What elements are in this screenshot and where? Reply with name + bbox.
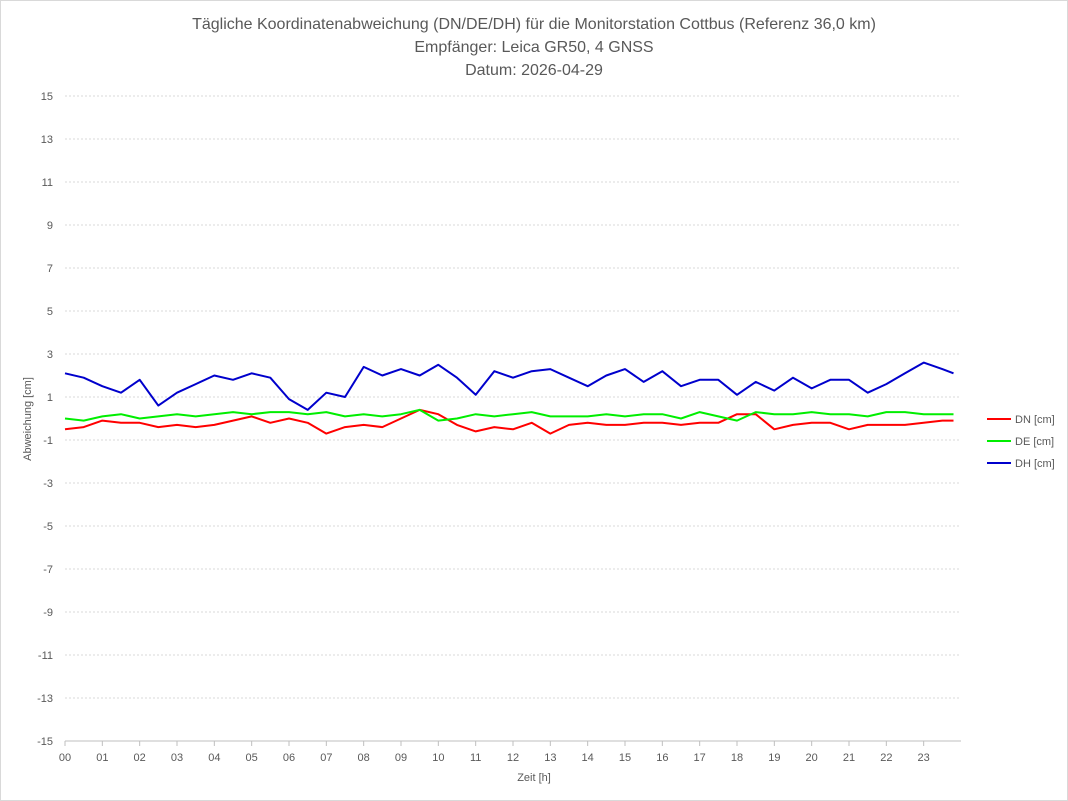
- x-axis-ticks: 00 01 02 03 04 05 06 07 08 09 10 11 12 13 14 15 16 17 18 19…: [59, 741, 930, 764]
- x-axis-title: Zeit [h]: [517, 772, 551, 784]
- x-tick-label: 21: [843, 752, 855, 764]
- x-tick-label: 22: [880, 752, 892, 764]
- series-line-dh: [64, 361, 954, 411]
- x-tick-label: 10: [432, 752, 444, 764]
- legend-label: DH [cm]: [1015, 458, 1055, 470]
- x-tick-label: 05: [246, 752, 258, 764]
- y-axis-ticks: 15 13 11 9 7 5 3 1 -1 -3 -5 -7 -9 -11 -13 -15: [37, 91, 53, 748]
- y-tick-label: -1: [43, 435, 53, 447]
- y-tick-label: 7: [47, 263, 53, 275]
- series-line-dn: [64, 408, 954, 435]
- legend-label: DN [cm]: [1015, 414, 1055, 426]
- y-tick-label: -15: [37, 736, 53, 748]
- chart-title-line-1: Tägliche Koordinatenabweichung (DN/DE/DH…: [192, 16, 876, 33]
- x-tick-label: 17: [694, 752, 706, 764]
- x-tick-label: 15: [619, 752, 631, 764]
- y-tick-label: 5: [47, 306, 53, 318]
- legend-label: DE [cm]: [1015, 436, 1054, 448]
- y-tick-label: -9: [43, 607, 53, 619]
- y-tick-label: 9: [47, 220, 53, 232]
- x-tick-label: 11: [470, 752, 481, 764]
- y-tick-label: 3: [47, 349, 53, 361]
- gridlines: [65, 95, 961, 742]
- y-tick-label: -5: [43, 521, 53, 533]
- x-tick-label: 03: [171, 752, 183, 764]
- x-tick-label: 02: [134, 752, 146, 764]
- x-tick-label: 18: [731, 752, 743, 764]
- x-tick-label: 00: [59, 752, 71, 764]
- y-axis-title: Abweichung [cm]: [22, 377, 34, 461]
- x-tick-label: 13: [544, 752, 556, 764]
- chart-title-line-3: Datum: 2026-04-29: [465, 62, 603, 79]
- x-tick-label: 01: [96, 752, 108, 764]
- x-tick-label: 06: [283, 752, 295, 764]
- x-tick-label: 08: [358, 752, 370, 764]
- y-tick-label: 15: [41, 91, 53, 103]
- y-tick-label: 11: [42, 177, 53, 189]
- legend: DN [cm] DE [cm] DH [cm]: [987, 414, 1055, 470]
- y-tick-label: -7: [43, 564, 53, 576]
- plot-series: [64, 361, 954, 435]
- y-tick-label: -11: [38, 650, 53, 662]
- series-line-de: [64, 408, 954, 422]
- y-tick-label: -3: [43, 478, 53, 490]
- x-tick-label: 19: [768, 752, 780, 764]
- x-tick-label: 16: [656, 752, 668, 764]
- x-tick-label: 14: [582, 752, 594, 764]
- chart-title-line-2: Empfänger: Leica GR50, 4 GNSS: [414, 39, 653, 56]
- x-tick-label: 12: [507, 752, 519, 764]
- y-tick-label: 1: [47, 392, 53, 404]
- y-tick-label: 13: [41, 134, 53, 146]
- chart-title: Tägliche Koordinatenabweichung (DN/DE/DH…: [192, 16, 876, 79]
- x-tick-label: 23: [918, 752, 930, 764]
- y-tick-label: -13: [37, 693, 53, 705]
- x-tick-label: 20: [806, 752, 818, 764]
- x-tick-label: 09: [395, 752, 407, 764]
- x-tick-label: 07: [320, 752, 332, 764]
- x-tick-label: 04: [208, 752, 220, 764]
